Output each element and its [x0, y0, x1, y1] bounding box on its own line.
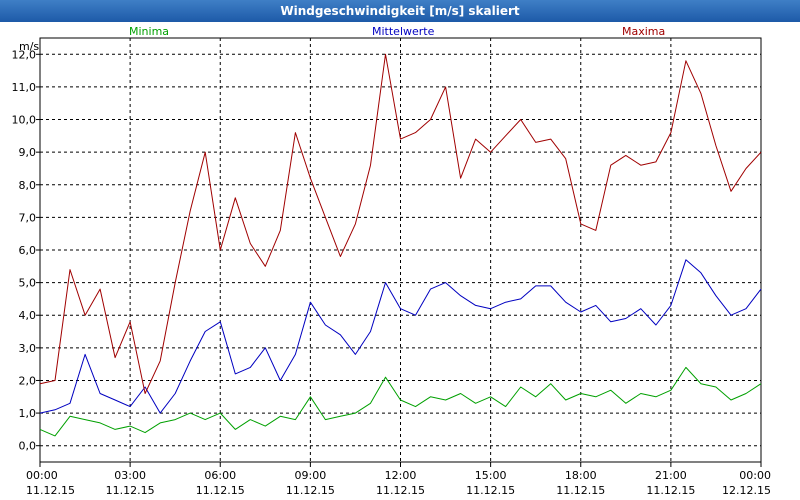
- x-tick-date: 12.12.15: [722, 484, 771, 497]
- x-tick-time: 00:00: [26, 469, 58, 482]
- y-tick-label: 7,0: [19, 211, 37, 224]
- x-tick-date: 11.12.15: [196, 484, 245, 497]
- y-tick-label: 0,0: [19, 440, 37, 453]
- maxima-line: [39, 53, 762, 394]
- x-tick-date: 11.12.15: [286, 484, 335, 497]
- y-tick-label: 6,0: [19, 244, 37, 257]
- chart-title: Windgeschwindigkeit [m/s] skaliert: [0, 0, 800, 22]
- minima-line: [39, 366, 762, 437]
- x-tick-date: 11.12.15: [26, 484, 75, 497]
- legend-mittelwerte: Mittelwerte: [372, 25, 435, 38]
- x-tick-time: 03:00: [114, 469, 146, 482]
- y-tick-label: 8,0: [19, 179, 37, 192]
- x-tick-time: 09:00: [295, 469, 327, 482]
- y-tick-label: 12,0: [12, 48, 37, 61]
- y-tick-label: 5,0: [19, 277, 37, 290]
- x-tick-time: 21:00: [655, 469, 687, 482]
- y-tick-label: 10,0: [12, 114, 37, 127]
- axis-layer: 0,0 1,0 2,0 3,0 4,0 5,0 6,0 7,0 8,0 9,0 10,0 11,0 12…: [12, 48, 772, 497]
- y-tick-label: 9,0: [19, 146, 37, 159]
- grid-layer: [40, 38, 761, 462]
- legend-minima: Minima: [129, 25, 169, 38]
- y-tick-label: 11,0: [12, 81, 37, 94]
- legend-maxima: Maxima: [622, 25, 665, 38]
- x-tick-time: 18:00: [565, 469, 597, 482]
- series-layer: [39, 53, 762, 437]
- y-tick-label: 4,0: [19, 309, 37, 322]
- y-tick-label: 1,0: [19, 407, 37, 420]
- x-tick-date: 11.12.15: [106, 484, 155, 497]
- y-axis-label: m/s: [19, 40, 39, 53]
- y-tick-label: 3,0: [19, 342, 37, 355]
- x-tick-date: 11.12.15: [376, 484, 425, 497]
- mittelwerte-line: [39, 259, 762, 414]
- x-tick-time: 00:00: [739, 469, 771, 482]
- x-tick-time: 12:00: [385, 469, 417, 482]
- x-tick-time: 06:00: [204, 469, 236, 482]
- x-tick-date: 11.12.15: [646, 484, 695, 497]
- x-tick-time: 15:00: [475, 469, 507, 482]
- y-tick-label: 2,0: [19, 374, 37, 387]
- wind-speed-chart: 0,0 1,0 2,0 3,0 4,0 5,0 6,0 7,0 8,0 9,0 10,0 11,0 12…: [12, 25, 772, 497]
- x-tick-date: 11.12.15: [466, 484, 515, 497]
- x-tick-date: 11.12.15: [556, 484, 605, 497]
